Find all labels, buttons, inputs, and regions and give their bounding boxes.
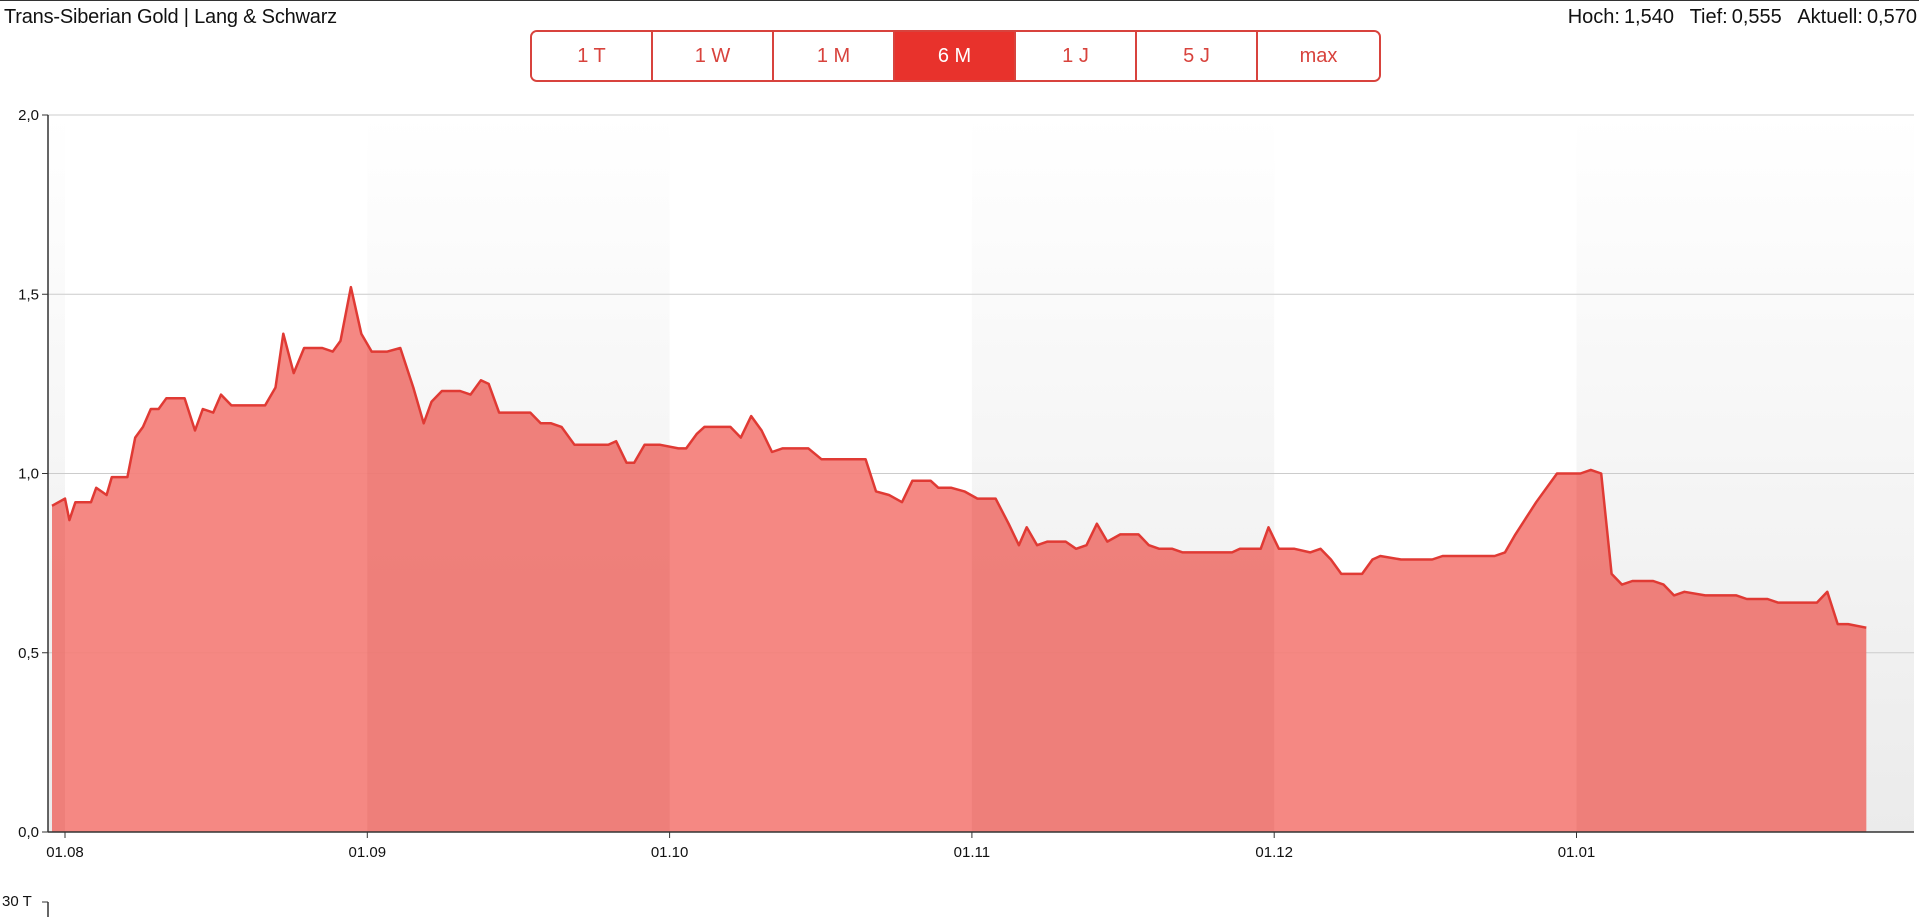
price-area-band <box>52 498 65 832</box>
x-tick-label: 01.08 <box>46 844 84 861</box>
price-area <box>52 287 1867 833</box>
low-value: 0,555 <box>1731 6 1782 28</box>
x-tick-label: 01.12 <box>1255 844 1293 861</box>
y-tick-label: 0,0 <box>18 824 39 841</box>
page-title: Trans-Siberian Gold | Lang & Schwarz <box>4 6 337 28</box>
range-tab-6m[interactable]: 6 M <box>895 32 1016 80</box>
y-tick-label: 0,5 <box>18 645 39 662</box>
y-tick-label: 1,5 <box>18 286 39 303</box>
y-tick-label: 2,0 <box>18 107 39 124</box>
low-label: Tief: <box>1689 6 1728 28</box>
range-tab-5j[interactable]: 5 J <box>1137 32 1258 80</box>
x-tick-label: 01.10 <box>651 844 689 861</box>
price-area-band <box>971 495 1275 832</box>
volume-tick-label: 30 T <box>2 893 32 910</box>
high-value: 1,540 <box>1623 6 1674 28</box>
range-selector: 1 T 1 W 1 M 6 M 1 J 5 J max <box>530 30 1381 82</box>
current-value: 0,570 <box>1866 6 1917 28</box>
range-tab-max[interactable]: max <box>1258 32 1379 80</box>
price-stats: Hoch: 1,540 Tief: 0,555 Aktuell: 0,570 <box>1568 6 1917 29</box>
x-tick-label: 01.01 <box>1558 844 1596 861</box>
y-tick-label: 1,0 <box>18 466 39 483</box>
range-tab-1m[interactable]: 1 M <box>774 32 895 80</box>
current-label: Aktuell: <box>1797 6 1863 28</box>
high-label: Hoch: <box>1567 6 1620 28</box>
top-border <box>0 0 1919 1</box>
price-area-band <box>367 344 670 832</box>
x-tick-label: 01.09 <box>349 844 387 861</box>
range-tab-1t[interactable]: 1 T <box>532 32 653 80</box>
range-tab-1j[interactable]: 1 J <box>1016 32 1137 80</box>
x-tick-label: 01.11 <box>954 844 990 861</box>
price-line <box>51 285 1867 629</box>
price-area-band <box>1576 469 1867 832</box>
range-tab-1w[interactable]: 1 W <box>653 32 774 80</box>
